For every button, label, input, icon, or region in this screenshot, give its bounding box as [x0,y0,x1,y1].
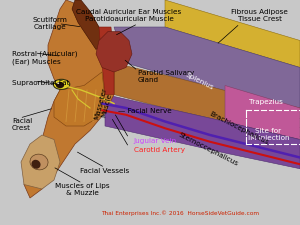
Polygon shape [99,27,114,94]
Polygon shape [225,86,300,140]
Text: Supraorbital Fat: Supraorbital Fat [12,80,70,86]
Text: Facial Vessels: Facial Vessels [80,168,130,174]
Polygon shape [114,63,300,140]
Ellipse shape [53,79,70,89]
Text: — Facial Nerve: — Facial Nerve [118,108,172,114]
Polygon shape [24,0,114,198]
Polygon shape [114,27,300,108]
Text: Rostral (Auricular)
(Ear) Muscles: Rostral (Auricular) (Ear) Muscles [12,51,77,65]
Text: Thai Enterprises Inc.© 2016  HorseSideVetGuide.com: Thai Enterprises Inc.© 2016 HorseSideVet… [101,211,259,216]
Text: Jugular Vein: Jugular Vein [134,138,177,144]
Text: Sternoccephalicus: Sternoccephalicus [178,132,239,167]
Polygon shape [54,72,105,126]
Ellipse shape [56,82,64,88]
Text: Site for
IM Injection: Site for IM Injection [248,128,289,141]
Polygon shape [21,135,60,189]
Text: Parotid Salivary
Gland: Parotid Salivary Gland [138,70,194,83]
Text: Trapezius: Trapezius [249,99,282,105]
Text: Scutiform
Cartilage: Scutiform Cartilage [32,17,67,30]
Text: Fibrous Adipose
Tissue Crest: Fibrous Adipose Tissue Crest [231,9,288,22]
Ellipse shape [30,154,48,170]
Polygon shape [105,94,300,169]
Polygon shape [96,32,132,72]
Text: Brachiocephalicus: Brachiocephalicus [208,111,269,146]
Ellipse shape [32,160,40,169]
Polygon shape [165,0,300,68]
Text: Splenius: Splenius [184,71,214,91]
Text: Facial
Crest: Facial Crest [12,118,32,131]
Text: Masseter
Muscle: Masseter Muscle [93,87,114,122]
Text: Muscles of Lips
& Muzzle: Muscles of Lips & Muzzle [55,183,110,196]
Ellipse shape [57,83,59,84]
Text: Caudal Auricular Ear Muscles
Parotidoauricular Muscle: Caudal Auricular Ear Muscles Parotidoaur… [76,9,182,22]
Text: Carotid Artery: Carotid Artery [134,147,184,153]
Polygon shape [72,0,102,50]
